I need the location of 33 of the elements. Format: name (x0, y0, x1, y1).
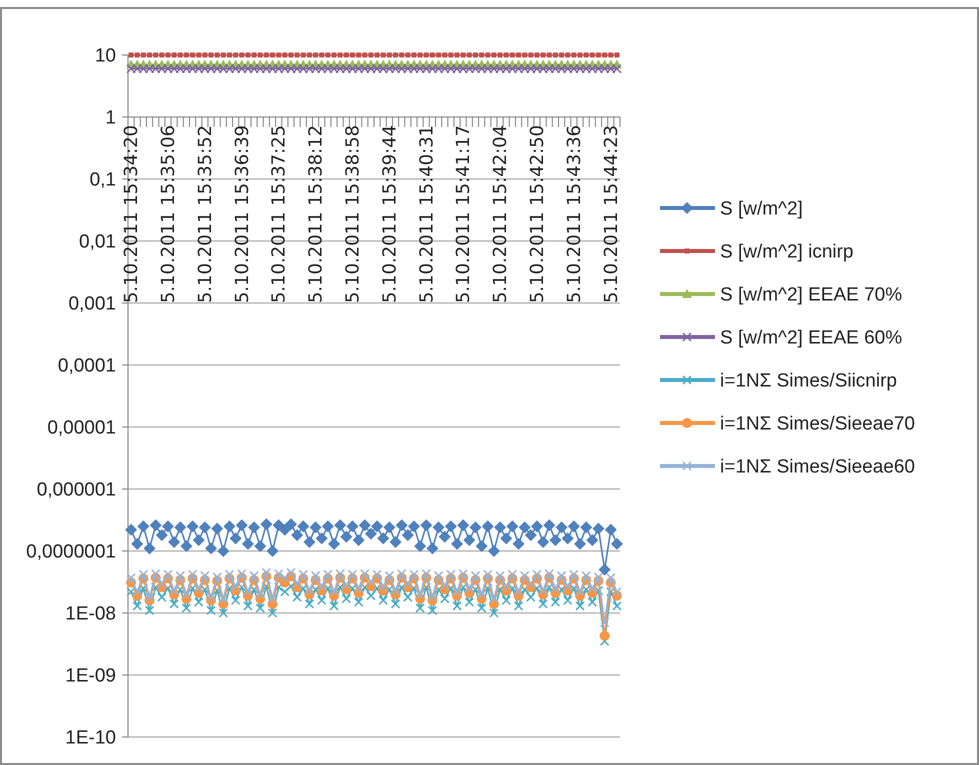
x-tick-label: 5.10.2011 15:35:52 (194, 125, 216, 304)
y-tick-label: 1 (105, 108, 116, 129)
legend-label: i=1NΣ Simes/Sieeae60 (720, 456, 915, 478)
x-tick-label: 5.10.2011 15:42:04 (490, 125, 512, 304)
x-tick-label: 5.10.2011 15:37:25 (268, 125, 290, 304)
x-tick-label: 5.10.2011 15:38:12 (306, 125, 327, 304)
legend-label: S [w/m^2] icnirp (720, 242, 854, 263)
x-tick-label: 5.10.2011 15:43:36 (564, 125, 585, 304)
x-tick-label: 5.10.2011 15:35:06 (158, 125, 179, 304)
y-tick-label: 1E-08 (65, 604, 116, 625)
x-tick-label: 5.10.2011 15:44:23 (600, 125, 622, 304)
x-tick-label: 5.10.2011 15:38:58 (342, 125, 364, 304)
y-tick-label: 10 (94, 46, 116, 67)
y-tick-label: 1E-09 (65, 666, 116, 687)
y-tick-label: 0,1 (90, 170, 116, 191)
x-tick-label: 5.10.2011 15:41:17 (453, 125, 474, 304)
y-tick-label: 0,00001 (47, 418, 116, 439)
x-tick-label: 5.10.2011 15:42:50 (526, 125, 548, 304)
x-tick-label: 5.10.2011 15:39:44 (379, 125, 400, 304)
y-tick-label: 1E-10 (65, 728, 116, 749)
legend-label: S [w/m^2] (720, 198, 803, 220)
legend-label: S [w/m^2] EEAE 60% (720, 328, 902, 349)
y-tick-label: 0,0000001 (26, 542, 116, 563)
y-tick-label: 0,01 (79, 232, 116, 253)
x-tick-label: 5.10.2011 15:34:20 (121, 125, 142, 304)
legend-label: S [w/m^2] EEAE 70% (720, 284, 902, 306)
y-tick-label: 0,001 (68, 294, 116, 315)
legend-label: i=1NΣ Simes/Siicnirp (720, 370, 897, 392)
legend-label: i=1NΣ Simes/Sieeae70 (720, 414, 915, 435)
y-tick-label: 0,0001 (58, 356, 116, 377)
y-tick-label: 0,000001 (36, 480, 116, 501)
x-tick-label: 5.10.2011 15:36:39 (232, 125, 253, 304)
x-tick-label: 5.10.2011 15:40:31 (416, 125, 438, 304)
